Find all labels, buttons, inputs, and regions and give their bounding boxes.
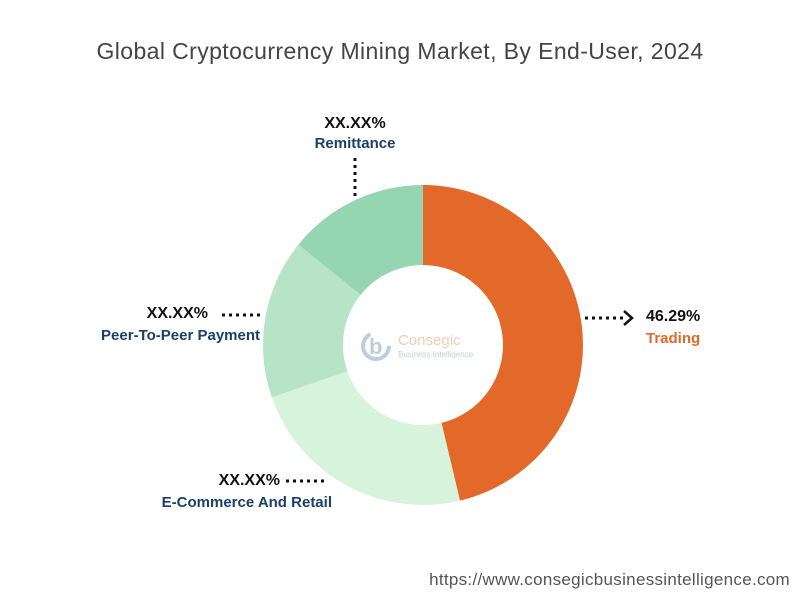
label-ecommerce-name: E-Commerce And Retail (161, 494, 332, 511)
slice-peer-to-peer-payment (263, 244, 361, 398)
svg-text:b: b (369, 334, 382, 359)
chart-title: Global Cryptocurrency Mining Market, By … (96, 38, 704, 64)
label-remittance-value: XX.XX% (324, 115, 386, 132)
svg-text:Consegic: Consegic (398, 332, 461, 349)
label-trading-name: Trading (646, 330, 701, 347)
label-peer-value: XX.XX% (146, 305, 208, 322)
label-ecommerce-value: XX.XX% (218, 472, 280, 489)
slice-e-commerce-and-retail (271, 371, 460, 505)
svg-text:Business Intelligence: Business Intelligence (398, 350, 474, 359)
label-remittance-name: Remittance (314, 135, 396, 152)
slice-remittance (298, 185, 423, 295)
label-trading-value: 46.29% (646, 308, 701, 325)
label-peer-name: Peer-To-Peer Payment (101, 327, 260, 344)
slice-trading (423, 185, 583, 501)
consegic-logo: b Consegic Business Intelligence (360, 325, 490, 365)
arrow-trading (623, 310, 634, 326)
label-remittance: XX.XX% Remittance (300, 115, 410, 152)
label-trading: 46.29% Trading (646, 308, 700, 347)
label-ecommerce: XX.XX% E-Commerce And Retail (100, 472, 332, 511)
source-url[interactable]: https://www.consegicbusinessintelligence… (429, 570, 790, 589)
label-peer: XX.XX% Peer-To-Peer Payment (60, 305, 260, 344)
